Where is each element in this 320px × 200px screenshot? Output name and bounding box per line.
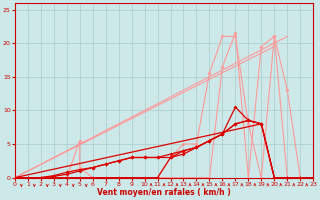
X-axis label: Vent moyen/en rafales ( km/h ): Vent moyen/en rafales ( km/h ) (97, 188, 231, 197)
